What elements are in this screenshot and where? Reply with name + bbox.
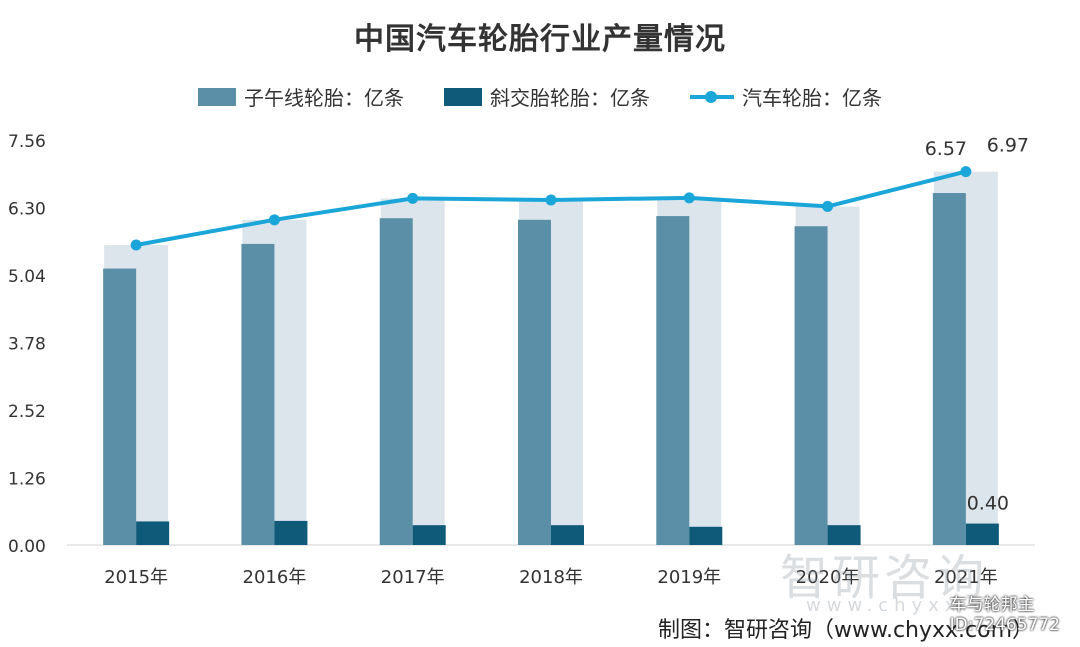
bias-tire-bar <box>274 520 308 545</box>
legend-swatch-total <box>690 88 734 106</box>
total-tire-point <box>683 192 695 204</box>
y-tick-label: 3.78 <box>8 335 46 355</box>
radial-tire-bar <box>379 218 413 545</box>
total-tire-point <box>822 200 834 212</box>
radial-tire-bar <box>656 216 690 546</box>
x-tick-label: 2017年 <box>381 567 445 588</box>
radial-tire-bar <box>103 268 137 545</box>
y-tick-label: 2.52 <box>8 402 46 422</box>
y-tick-label: 1.26 <box>8 470 46 490</box>
x-tick-label: 2018年 <box>519 567 583 588</box>
legend-label-bias: 斜交胎轮胎：亿条 <box>490 86 650 110</box>
total-tire-point <box>545 194 557 206</box>
x-tick-label: 2020年 <box>796 567 860 588</box>
bias-tire-bar <box>412 525 446 545</box>
y-tick-label: 7.56 <box>8 132 46 152</box>
radial-tire-bar <box>241 243 275 545</box>
legend-label-total: 汽车轮胎：亿条 <box>742 86 882 110</box>
bias-tire-bar <box>551 525 584 545</box>
corner-watermark: 车与轮邦主 ID:72465772 <box>950 595 1060 635</box>
bias-tire-bar <box>827 525 861 545</box>
legend-swatch-bias <box>444 87 482 106</box>
source-note: 制图：智研咨询（www.chyxx.com） <box>658 618 1035 643</box>
radial-tire-bar <box>518 219 551 546</box>
legend-item-total: 汽车轮胎：亿条 <box>690 82 882 111</box>
bias-tire-bar <box>965 523 999 545</box>
x-tick-label: 2015年 <box>104 567 168 588</box>
y-tick-label: 6.30 <box>8 200 46 220</box>
legend-swatch-radial <box>198 87 236 106</box>
bias-tire-bar <box>136 521 170 545</box>
chart-title: 中国汽车轮胎行业产量情况 <box>354 22 726 57</box>
bias-tire-bar <box>689 526 723 545</box>
corner-watermark-line1: 车与轮邦主 <box>949 595 1035 615</box>
total-tire-point <box>130 239 142 251</box>
data-label: 6.97 <box>987 135 1029 157</box>
x-tick-label: 2016年 <box>243 567 307 588</box>
data-label: 0.40 <box>967 493 1009 515</box>
corner-watermark-line2: ID:72465772 <box>949 615 1060 635</box>
watermark-url: www.chyxx.com <box>806 595 1030 616</box>
total-tire-point <box>960 166 972 178</box>
total-tire-point <box>268 214 280 226</box>
data-label: 6.57 <box>925 138 967 160</box>
watermark-brand: 智研咨询 <box>780 550 989 606</box>
total-tire-point <box>407 192 419 204</box>
y-tick-label: 0.00 <box>8 537 46 557</box>
radial-tire-bar <box>794 226 828 545</box>
y-tick-label: 5.04 <box>8 267 46 287</box>
legend-item-bias: 斜交胎轮胎：亿条 <box>444 82 650 111</box>
chart-legend: 子午线轮胎：亿条 斜交胎轮胎：亿条 汽车轮胎：亿条 <box>0 82 1080 111</box>
x-tick-label: 2021年 <box>934 567 998 588</box>
legend-label-radial: 子午线轮胎：亿条 <box>244 86 404 110</box>
radial-tire-bar <box>932 193 966 546</box>
x-tick-label: 2019年 <box>657 567 721 588</box>
legend-item-radial: 子午线轮胎：亿条 <box>198 82 404 111</box>
